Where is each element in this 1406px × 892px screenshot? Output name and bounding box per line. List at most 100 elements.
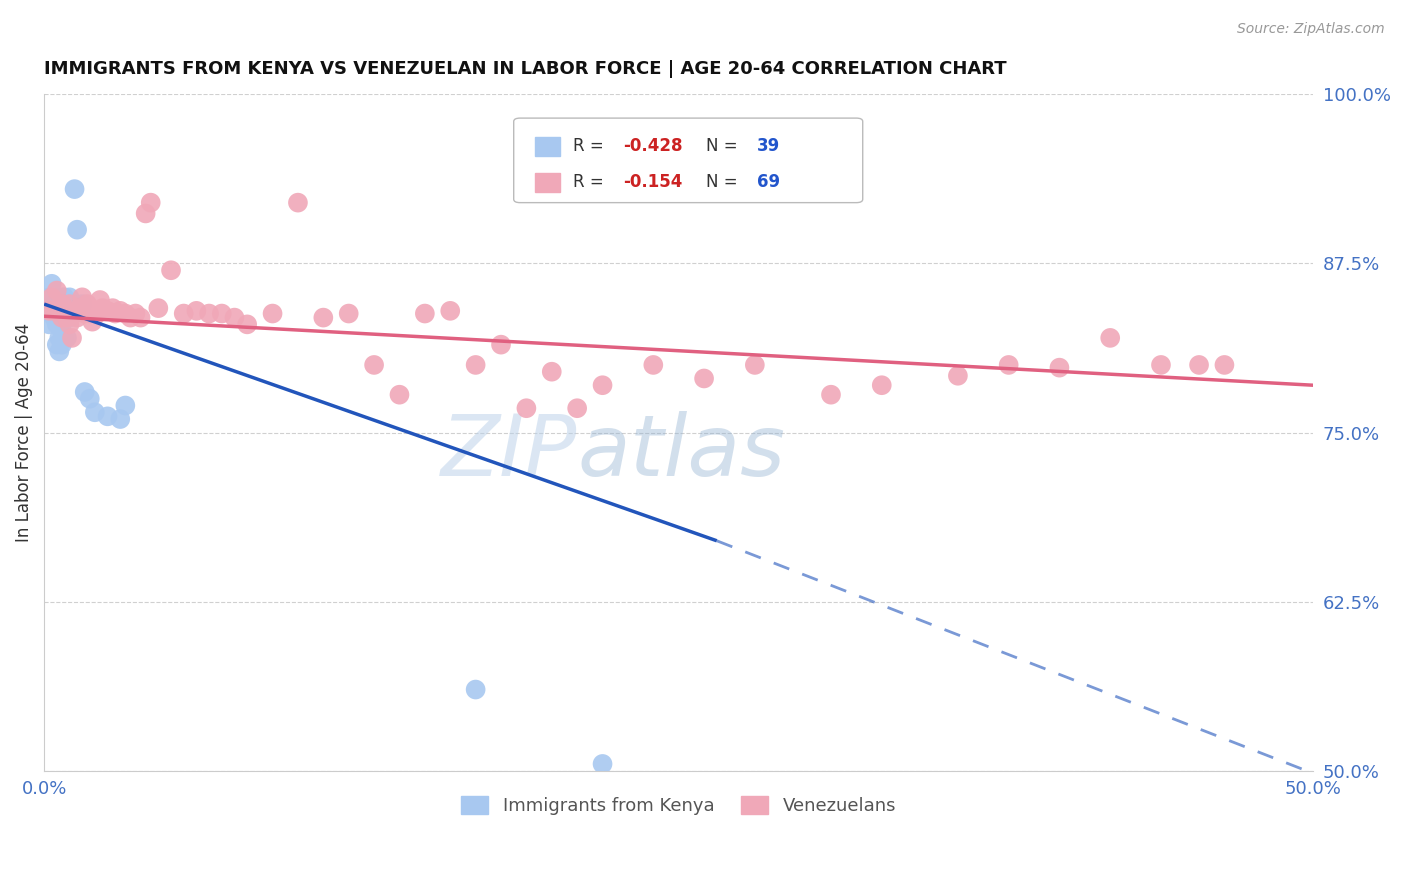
- Point: [173, 307, 195, 321]
- Point: [186, 303, 208, 318]
- Point: [41, 290, 63, 304]
- Point: [211, 307, 233, 321]
- Point: [45, 284, 67, 298]
- Point: [287, 195, 309, 210]
- Point: [44, 297, 66, 311]
- Point: [91, 301, 114, 315]
- Point: [48, 331, 70, 345]
- Text: N =: N =: [706, 137, 742, 155]
- Point: [97, 409, 120, 424]
- Point: [76, 297, 98, 311]
- Point: [643, 358, 665, 372]
- Point: [51, 297, 73, 311]
- Point: [70, 290, 93, 304]
- Point: [413, 307, 436, 321]
- Point: [48, 310, 70, 325]
- Point: [86, 307, 108, 321]
- Point: [69, 303, 91, 318]
- Point: [198, 307, 221, 321]
- Text: N =: N =: [706, 173, 742, 191]
- Point: [124, 307, 146, 321]
- Point: [60, 331, 83, 345]
- Point: [148, 301, 170, 315]
- Point: [101, 301, 124, 315]
- Point: [60, 297, 83, 311]
- Point: [337, 307, 360, 321]
- Point: [388, 387, 411, 401]
- Point: [114, 399, 136, 413]
- Point: [565, 401, 588, 416]
- Point: [693, 371, 716, 385]
- Point: [63, 307, 86, 321]
- Point: [592, 378, 614, 392]
- Point: [139, 195, 162, 210]
- Point: [464, 358, 486, 372]
- Point: [464, 682, 486, 697]
- Point: [53, 303, 76, 318]
- Point: [110, 303, 132, 318]
- Point: [51, 324, 73, 338]
- Point: [1049, 360, 1071, 375]
- Point: [51, 290, 73, 304]
- Point: [135, 206, 157, 220]
- Point: [946, 368, 969, 383]
- Text: 69: 69: [756, 173, 780, 191]
- Text: ZIP: ZIP: [441, 411, 576, 494]
- Point: [439, 303, 461, 318]
- Point: [70, 303, 93, 318]
- Text: R =: R =: [572, 173, 609, 191]
- Point: [58, 318, 80, 332]
- Point: [45, 318, 67, 332]
- Point: [820, 387, 842, 401]
- Point: [35, 303, 58, 318]
- Point: [51, 303, 73, 318]
- Point: [56, 310, 79, 325]
- Point: [1150, 358, 1173, 372]
- Point: [120, 310, 142, 325]
- Text: Source: ZipAtlas.com: Source: ZipAtlas.com: [1237, 22, 1385, 37]
- Point: [38, 290, 60, 304]
- Point: [744, 358, 766, 372]
- Point: [79, 307, 101, 321]
- Text: R =: R =: [572, 137, 609, 155]
- Point: [83, 303, 105, 318]
- Point: [41, 277, 63, 291]
- Text: atlas: atlas: [576, 411, 785, 494]
- Point: [236, 318, 259, 332]
- Point: [53, 290, 76, 304]
- Bar: [536, 136, 560, 156]
- Point: [489, 337, 512, 351]
- Point: [110, 412, 132, 426]
- Point: [51, 310, 73, 325]
- Point: [262, 307, 284, 321]
- Point: [70, 297, 93, 311]
- Point: [45, 337, 67, 351]
- Point: [58, 310, 80, 325]
- Legend: Immigrants from Kenya, Venezuelans: Immigrants from Kenya, Venezuelans: [454, 789, 904, 822]
- Text: 39: 39: [756, 137, 780, 155]
- Point: [53, 331, 76, 345]
- Point: [870, 378, 893, 392]
- Point: [160, 263, 183, 277]
- Text: IMMIGRANTS FROM KENYA VS VENEZUELAN IN LABOR FORCE | AGE 20-64 CORRELATION CHART: IMMIGRANTS FROM KENYA VS VENEZUELAN IN L…: [44, 60, 1007, 78]
- Point: [592, 756, 614, 771]
- Point: [48, 297, 70, 311]
- Text: -0.428: -0.428: [624, 137, 683, 155]
- Point: [1213, 358, 1236, 372]
- Point: [312, 310, 335, 325]
- Point: [997, 358, 1019, 372]
- Point: [53, 310, 76, 325]
- Point: [1188, 358, 1211, 372]
- Point: [48, 303, 70, 318]
- Point: [56, 297, 79, 311]
- Text: -0.154: -0.154: [624, 173, 683, 191]
- Point: [79, 392, 101, 406]
- Y-axis label: In Labor Force | Age 20-64: In Labor Force | Age 20-64: [15, 323, 32, 542]
- Point: [66, 222, 89, 236]
- Point: [89, 293, 111, 307]
- Point: [56, 310, 79, 325]
- Point: [45, 303, 67, 318]
- Point: [224, 310, 246, 325]
- Point: [129, 310, 152, 325]
- Point: [41, 303, 63, 318]
